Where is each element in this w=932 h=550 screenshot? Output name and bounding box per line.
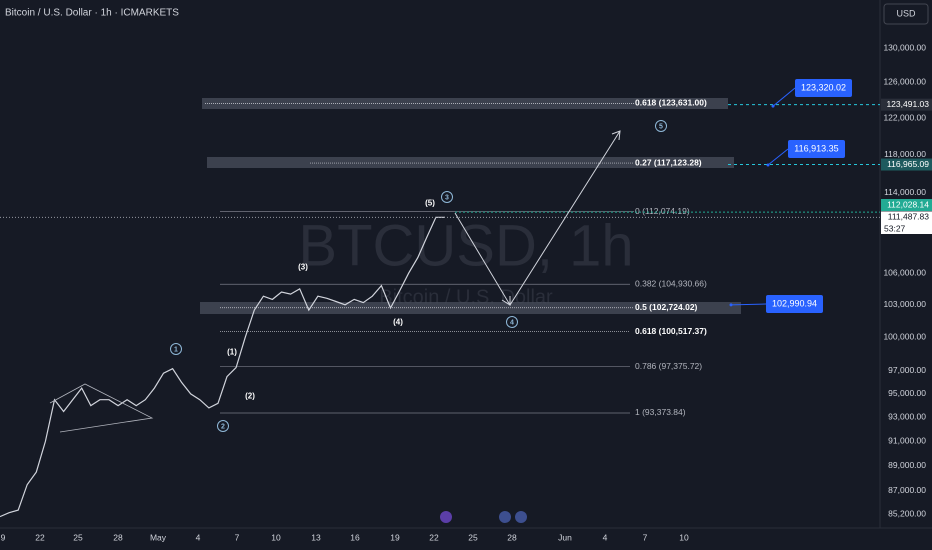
- price-tick-label: 89,000.00: [888, 460, 926, 470]
- watermark-symbol: BTCUSD, 1h: [298, 213, 633, 278]
- wave-circle: [217, 420, 229, 432]
- price-tick-label: 130,000.00: [883, 42, 926, 52]
- wave-label: 5: [659, 123, 663, 130]
- fib-label: 0.786 (97,375.72): [635, 361, 702, 371]
- date-label: 22: [429, 532, 439, 542]
- price-tick-label: 100,000.00: [883, 332, 926, 342]
- callout-anchor: [729, 303, 733, 307]
- fib-label: 0.618 (100,517.37): [635, 326, 707, 336]
- price-tick-label: 87,000.00: [888, 485, 926, 495]
- date-label: 4: [196, 532, 201, 542]
- date-label: 16: [350, 532, 360, 542]
- wave-label: 3: [445, 194, 449, 201]
- date-label: 22: [35, 532, 45, 542]
- date-label: 10: [271, 532, 281, 542]
- symbol-title: Bitcoin / U.S. Dollar · 1h · ICMARKETS: [5, 8, 179, 19]
- wave-label: (3): [298, 263, 308, 272]
- wave-label: (2): [245, 392, 255, 401]
- callout-connector: [772, 87, 796, 107]
- callout-anchor: [771, 104, 775, 108]
- date-label: 4: [603, 532, 608, 542]
- callout-anchor: [766, 163, 770, 167]
- wave-label: 2: [221, 423, 225, 430]
- callout-box: [766, 295, 823, 313]
- axis-badge-label: 112,028.14: [887, 199, 929, 209]
- wave-circle: [506, 316, 518, 328]
- axis-badge: [881, 158, 932, 171]
- price-tick-label: 106,000.00: [883, 267, 926, 277]
- event-icon: [440, 511, 452, 523]
- wave-label: (5): [425, 199, 435, 208]
- fib-label: 0 (112,074.19): [635, 206, 690, 216]
- arrow-head: [611, 130, 621, 141]
- date-label: 10: [679, 532, 689, 542]
- countdown-bg: [881, 223, 932, 234]
- date-label: May: [150, 532, 167, 542]
- date-label: 28: [113, 532, 123, 542]
- axis-badge-label: 111,487.83: [888, 212, 930, 222]
- callout-connector: [767, 148, 789, 166]
- date-label: 28: [507, 532, 517, 542]
- countdown: 53:27: [884, 223, 906, 233]
- wave-circle: [441, 191, 453, 203]
- date-label: 19: [390, 532, 400, 542]
- date-label: 25: [73, 532, 83, 542]
- callout-label: 116,913.35: [794, 143, 838, 153]
- wave-label: (4): [393, 318, 403, 327]
- callout-connector: [730, 303, 767, 306]
- callout-box: [788, 140, 845, 158]
- axis-badge-label: 123,491.03: [886, 99, 929, 109]
- price-tick-label: 118,000.00: [884, 149, 926, 159]
- axis-badge: [881, 211, 932, 224]
- price-line: [0, 216, 445, 518]
- wave-label: 1: [174, 346, 178, 353]
- event-icon: [499, 511, 511, 523]
- price-axis: [880, 0, 932, 550]
- callout-label: 123,320.02: [801, 82, 846, 92]
- currency[interactable]: USD: [896, 8, 916, 18]
- wave-circle: [170, 343, 182, 355]
- date-label: Jun: [558, 532, 572, 542]
- price-tick-label: 114,000.00: [884, 187, 926, 197]
- date-label: 25: [468, 532, 478, 542]
- date-label: 13: [311, 532, 321, 542]
- callout-box: [795, 79, 852, 97]
- date-label: 7: [235, 532, 240, 542]
- price-tick-label: 126,000.00: [883, 77, 926, 87]
- price-tick-label: 95,000.00: [888, 388, 926, 398]
- price-tick-label: 93,000.00: [888, 412, 926, 422]
- fib-label: 0.618 (123,631.00): [635, 98, 707, 108]
- arrow-head: [501, 296, 511, 306]
- price-tick-label: 91,000.00: [888, 436, 926, 446]
- date-label: 9: [1, 532, 6, 542]
- event-icon: [515, 511, 527, 523]
- axis-badge: [881, 199, 932, 211]
- price-tick-label: 122,000.00: [883, 112, 926, 122]
- fib-label: 0.5 (102,724.02): [635, 302, 698, 312]
- callout-label: 102,990.94: [772, 298, 817, 308]
- price-tick-label: 85,200.00: [888, 508, 926, 518]
- fib-zone: [207, 157, 734, 168]
- fib-label: 0.382 (104,930.66): [635, 279, 707, 289]
- price-tick-label: 97,000.00: [888, 365, 926, 375]
- currency-button[interactable]: [883, 3, 929, 25]
- wave-label: 4: [510, 319, 514, 326]
- price-tick-label: 103,000.00: [883, 299, 926, 309]
- date-label: 7: [643, 532, 648, 542]
- wave-label: (1): [227, 348, 237, 357]
- fib-label: 1 (93,373.84): [635, 407, 686, 417]
- axis-badge: [881, 98, 932, 111]
- axis-badge-label: 116,965.09: [887, 159, 929, 169]
- fib-label: 0.27 (117,123.28): [635, 157, 702, 167]
- wave-circle: [655, 120, 667, 132]
- triangle-pattern: [49, 383, 154, 433]
